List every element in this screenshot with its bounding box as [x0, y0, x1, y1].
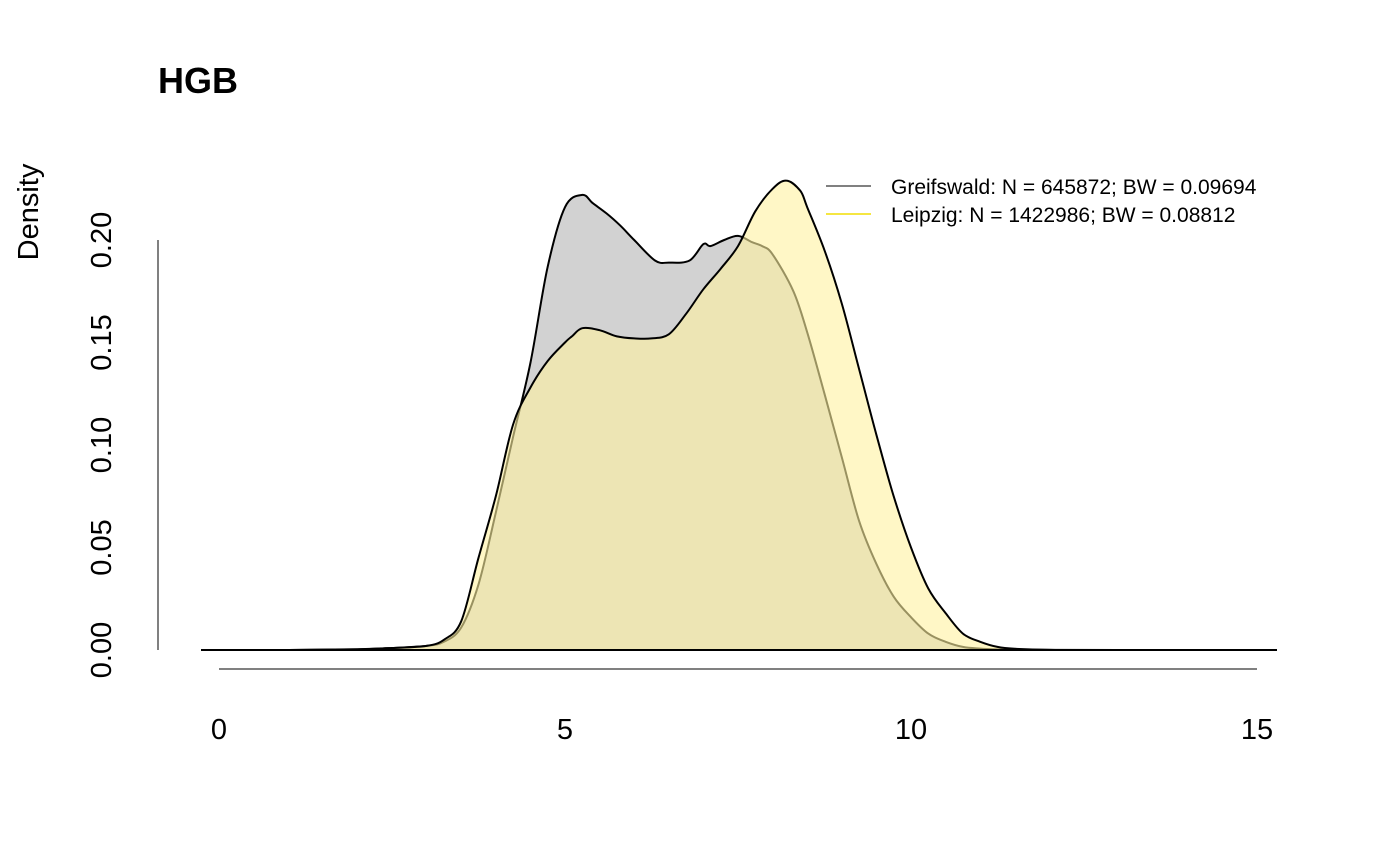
- legend-label-leipzig: Leipzig: N = 1422986; BW = 0.08812: [891, 204, 1235, 227]
- x-tick-labels: 0 5 10 15: [211, 714, 1273, 746]
- legend: Greifswald: N = 645872; BW = 0.09694 Lei…: [826, 176, 1257, 227]
- chart-title: HGB: [158, 60, 238, 101]
- plot-area: [201, 179, 1277, 652]
- y-tick-label: 0.20: [86, 212, 118, 268]
- x-tick-label: 5: [557, 714, 573, 746]
- y-axis-label: Density: [13, 163, 45, 260]
- density-area-leipzig: [201, 179, 1275, 652]
- y-tick-label: 0.10: [86, 417, 118, 473]
- y-tick-label: 0.00: [86, 622, 118, 678]
- y-tick-label: 0.15: [86, 314, 118, 370]
- legend-label-greifswald: Greifswald: N = 645872; BW = 0.09694: [891, 176, 1257, 199]
- y-tick-label: 0.05: [86, 519, 118, 575]
- x-tick-label: 15: [1241, 714, 1273, 746]
- x-tick-label: 10: [895, 714, 927, 746]
- x-tick-label: 0: [211, 714, 227, 746]
- y-tick-labels: 0.00 0.05 0.10 0.15 0.20: [86, 212, 118, 678]
